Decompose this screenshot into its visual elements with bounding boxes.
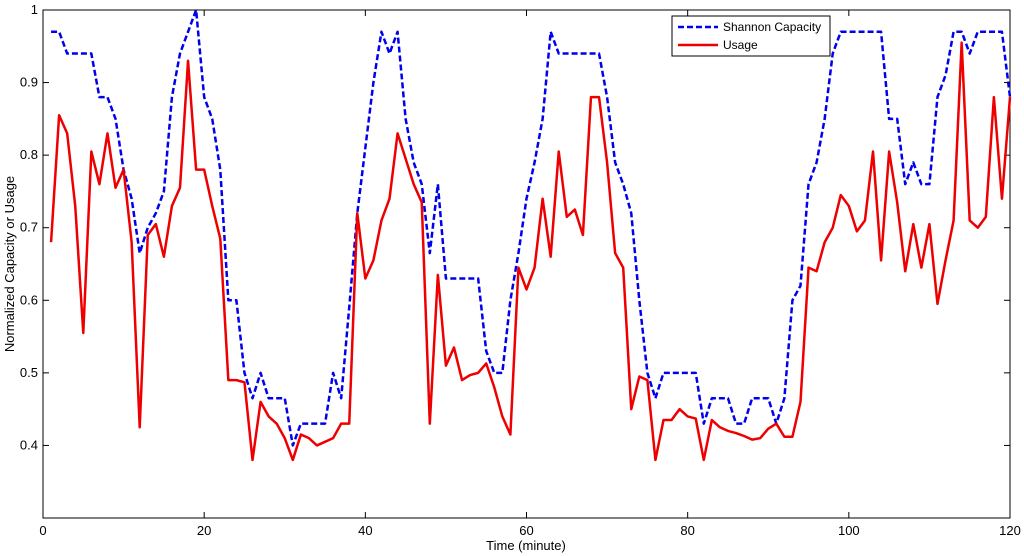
legend: Shannon Capacity Usage	[671, 15, 831, 57]
x-axis-label: Time (minute)	[486, 538, 566, 553]
y-axis-ticks: 0.4 0.5 0.6 0.7 0.8 0.9 1	[20, 2, 1010, 452]
x-tick-label: 80	[680, 523, 694, 538]
legend-label-usage: Usage	[723, 38, 758, 52]
x-axis-ticks: 0 20 40 60 80 100 120	[39, 10, 1021, 538]
x-tick-label: 100	[838, 523, 860, 538]
y-tick-label: 0.4	[20, 437, 38, 452]
y-tick-label: 0.6	[20, 292, 38, 307]
y-tick-label: 1	[31, 2, 38, 17]
y-tick-label: 0.8	[20, 147, 38, 162]
series-line-usage	[49, 41, 1012, 462]
legend-label-shannon-capacity: Shannon Capacity	[723, 20, 821, 34]
x-tick-label: 20	[197, 523, 211, 538]
y-tick-label: 0.9	[20, 75, 38, 90]
y-tick-label: 0.7	[20, 220, 38, 235]
x-tick-label: 60	[519, 523, 533, 538]
y-tick-label: 0.5	[20, 365, 38, 380]
legend-box	[671, 15, 831, 57]
series-layer	[49, 8, 1012, 462]
y-axis-label: Normalized Capacity or Usage	[2, 176, 17, 352]
plot-area	[42, 9, 1011, 519]
x-tick-label: 40	[358, 523, 372, 538]
x-tick-label: 120	[999, 523, 1021, 538]
series-line-shannon-capacity	[51, 8, 1012, 447]
x-tick-label: 0	[39, 523, 46, 538]
